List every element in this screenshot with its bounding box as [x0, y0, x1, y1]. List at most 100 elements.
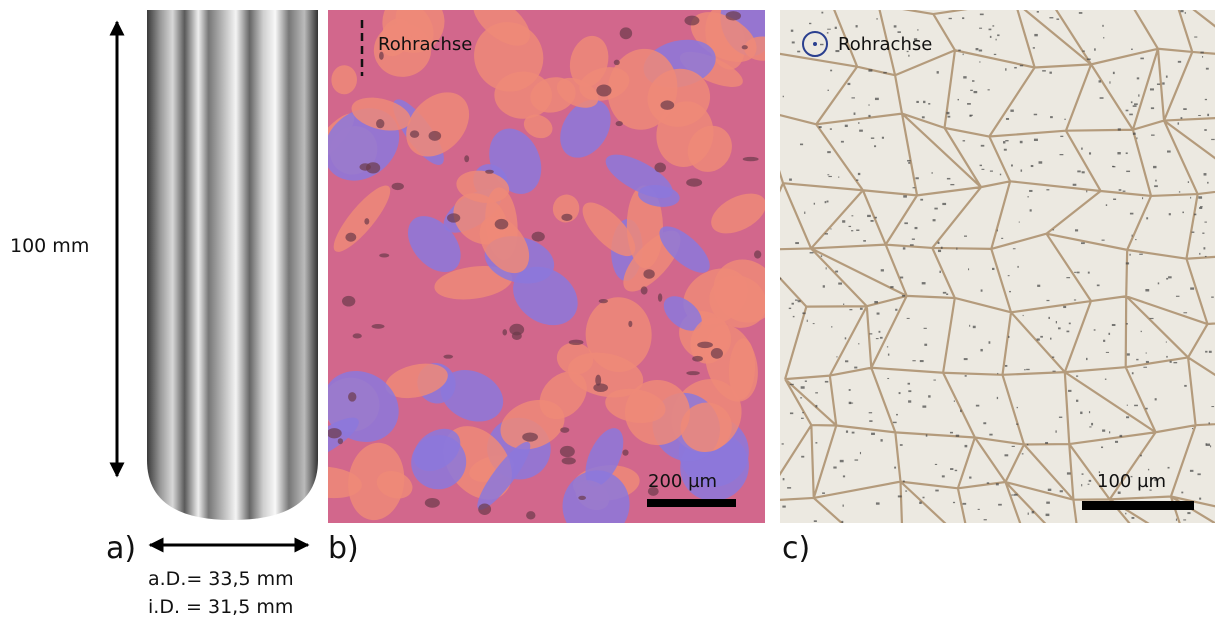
inclusion — [641, 286, 648, 294]
pit — [1014, 67, 1017, 68]
pit — [841, 141, 844, 143]
pit — [1192, 428, 1193, 429]
pit — [825, 381, 828, 383]
pit — [923, 497, 925, 499]
panel-c: Rohrachse 100 µm c) — [753, 0, 1215, 572]
pit — [935, 464, 937, 465]
pit — [1014, 494, 1017, 496]
pit — [1034, 34, 1037, 36]
pit — [1173, 362, 1177, 363]
pit — [869, 333, 872, 334]
pit — [814, 520, 817, 522]
pit — [1129, 114, 1133, 116]
inclusion — [599, 299, 608, 303]
pit — [908, 400, 911, 402]
pit — [998, 504, 1002, 506]
pit — [969, 325, 970, 327]
inclusion — [327, 428, 342, 438]
pit — [1187, 512, 1190, 514]
pit — [978, 509, 980, 510]
pit — [1167, 150, 1171, 152]
pit — [819, 126, 822, 128]
pit — [1132, 235, 1133, 237]
pit — [856, 179, 858, 180]
pit — [1138, 94, 1139, 96]
pit — [1141, 331, 1142, 332]
pit — [933, 380, 935, 381]
pit — [1162, 82, 1164, 84]
inclusion — [532, 232, 545, 242]
pit — [1211, 297, 1214, 298]
pit — [904, 222, 908, 224]
pit — [1178, 61, 1181, 63]
scale-bar — [647, 499, 736, 507]
pit — [1100, 97, 1104, 99]
pit — [1068, 390, 1071, 392]
pit — [1119, 189, 1122, 191]
pit — [1179, 191, 1180, 192]
pit — [896, 414, 898, 415]
pit — [875, 98, 879, 100]
pit — [1151, 134, 1155, 135]
pit — [1048, 317, 1050, 319]
pit — [1017, 407, 1018, 408]
pit — [1182, 212, 1184, 214]
pit — [947, 178, 950, 180]
pit — [851, 97, 854, 98]
pit — [1056, 321, 1057, 323]
pit — [1039, 161, 1043, 163]
pit — [949, 18, 952, 19]
pit — [919, 502, 922, 504]
pit — [863, 240, 866, 242]
pit — [876, 338, 879, 339]
pit — [1126, 152, 1128, 154]
pit — [1199, 253, 1200, 255]
pit — [924, 328, 927, 329]
pit — [871, 433, 875, 435]
tube-photo — [147, 10, 318, 520]
pit — [827, 29, 831, 30]
pit — [1022, 453, 1024, 454]
pit — [946, 112, 949, 114]
pit — [789, 179, 792, 181]
pit — [1192, 232, 1195, 233]
pit — [1059, 417, 1062, 418]
pit — [1132, 372, 1134, 374]
pit — [910, 244, 914, 246]
pit — [830, 128, 832, 129]
pit — [980, 349, 982, 351]
pit — [899, 392, 901, 394]
pit — [942, 475, 945, 477]
pit — [989, 29, 992, 31]
pit — [964, 358, 968, 360]
pit — [843, 475, 845, 477]
pit — [850, 403, 853, 404]
inclusion — [447, 213, 460, 222]
pit — [787, 487, 791, 488]
pit — [968, 268, 969, 270]
pit — [900, 444, 903, 446]
pit — [1127, 405, 1128, 406]
pit — [905, 490, 907, 491]
pit — [822, 492, 825, 494]
pit — [1126, 171, 1130, 172]
pit — [897, 31, 900, 33]
pit — [996, 39, 997, 41]
pit — [880, 439, 882, 441]
pit — [1046, 189, 1049, 190]
pit — [1190, 470, 1193, 472]
inclusion — [562, 457, 576, 464]
pit — [825, 201, 827, 203]
pit — [1073, 184, 1077, 186]
inclusion — [620, 27, 632, 39]
pit — [1155, 398, 1157, 400]
inclusion — [754, 250, 761, 258]
pit — [805, 380, 807, 381]
pit — [894, 467, 896, 469]
pit — [790, 412, 793, 414]
pit — [798, 300, 801, 302]
pit — [923, 101, 925, 103]
pit — [1115, 441, 1118, 443]
pit — [989, 434, 992, 436]
pit — [820, 44, 823, 45]
